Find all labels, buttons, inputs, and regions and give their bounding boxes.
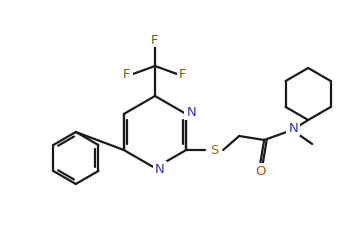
Text: N: N (155, 163, 165, 176)
Text: N: N (186, 106, 196, 119)
Text: O: O (255, 165, 266, 178)
Text: F: F (123, 68, 131, 81)
Text: F: F (179, 68, 187, 81)
Text: F: F (151, 33, 159, 46)
Text: N: N (288, 122, 298, 135)
Text: S: S (210, 144, 218, 157)
